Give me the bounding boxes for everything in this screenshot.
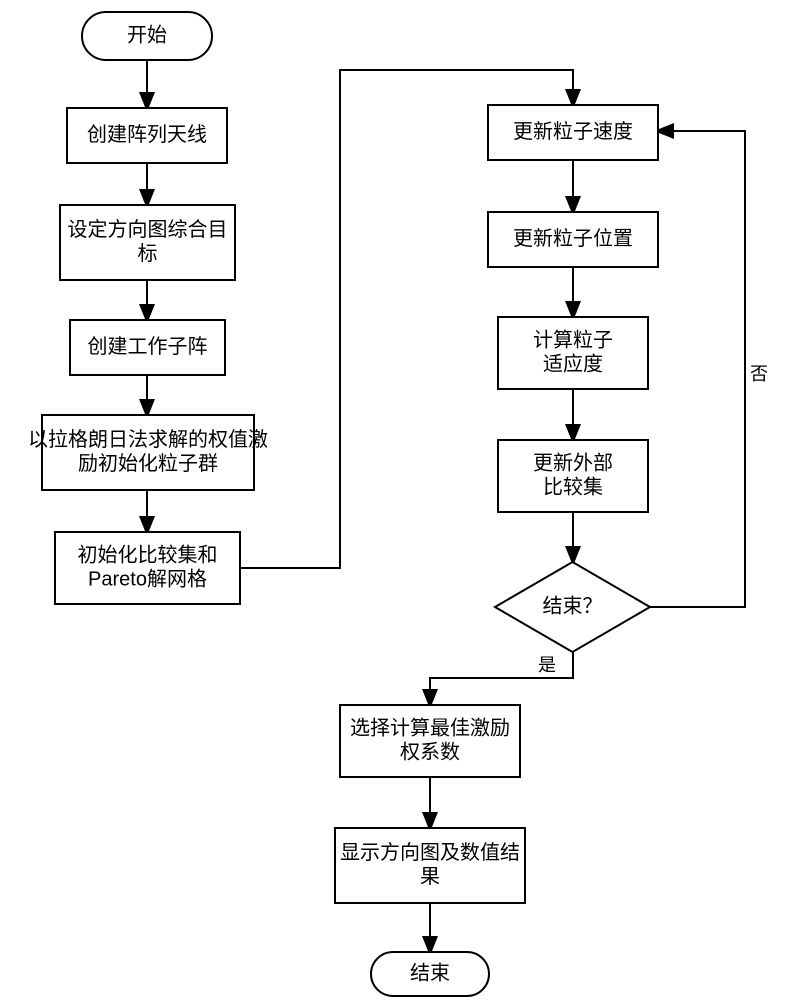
node-label: 结束？ <box>543 594 603 617</box>
node-label: 设定方向图综合目 <box>68 218 228 241</box>
node-label: 比较集 <box>543 475 603 498</box>
node-label: 更新粒子位置 <box>513 227 633 250</box>
nodes-group: 开始创建阵列天线设定方向图综合目标创建工作子阵以拉格朗日法求解的权值激励初始化粒… <box>28 12 658 996</box>
edges-group: 是否 <box>147 60 768 952</box>
node-label: 显示方向图及数值结 <box>340 841 520 864</box>
node-label: 计算粒子 <box>533 328 613 351</box>
node-label: 以拉格朗日法求解的权值激 <box>28 428 268 451</box>
node-label: 权系数 <box>400 740 460 763</box>
node-label: 创建阵列天线 <box>87 123 207 146</box>
flow-edge <box>650 131 745 607</box>
node-label: 更新粒子速度 <box>513 120 633 143</box>
node-label: 结束 <box>410 961 450 984</box>
flow-node-n5: 初始化比较集和Pareto解网格 <box>55 532 240 604</box>
node-label: 适应度 <box>543 352 603 375</box>
flowchart-canvas: 是否开始创建阵列天线设定方向图综合目标创建工作子阵以拉格朗日法求解的权值激励初始… <box>0 0 796 1000</box>
flow-node-start: 开始 <box>82 12 212 60</box>
flow-node-n2: 设定方向图综合目标 <box>60 205 235 280</box>
flow-node-n1: 创建阵列天线 <box>67 108 227 163</box>
node-label: 励初始化粒子群 <box>78 452 218 475</box>
flow-node-n4: 以拉格朗日法求解的权值激励初始化粒子群 <box>28 415 268 490</box>
node-label: 标 <box>138 242 158 265</box>
flow-node-n7: 更新粒子位置 <box>488 212 658 267</box>
flow-node-n9: 更新外部比较集 <box>498 440 648 512</box>
node-label: Pareto解网格 <box>88 567 207 590</box>
node-label: 创建工作子阵 <box>88 335 208 358</box>
flow-node-n8: 计算粒子适应度 <box>498 317 648 389</box>
node-label: 更新外部 <box>533 451 613 474</box>
node-label: 初始化比较集和 <box>78 543 218 566</box>
flow-node-n6: 更新粒子速度 <box>488 105 658 160</box>
flow-node-n3: 创建工作子阵 <box>70 320 225 375</box>
edge-label: 是 <box>538 655 556 675</box>
node-label: 选择计算最佳激励 <box>350 716 510 739</box>
node-label: 果 <box>420 866 440 888</box>
node-label: 开始 <box>127 23 167 46</box>
flow-node-end: 结束 <box>371 952 489 996</box>
edge-label: 否 <box>750 364 768 384</box>
flow-node-dec: 结束？ <box>495 562 650 652</box>
flow-node-n10: 选择计算最佳激励权系数 <box>340 705 520 777</box>
flow-node-n11: 显示方向图及数值结果 <box>335 828 525 903</box>
